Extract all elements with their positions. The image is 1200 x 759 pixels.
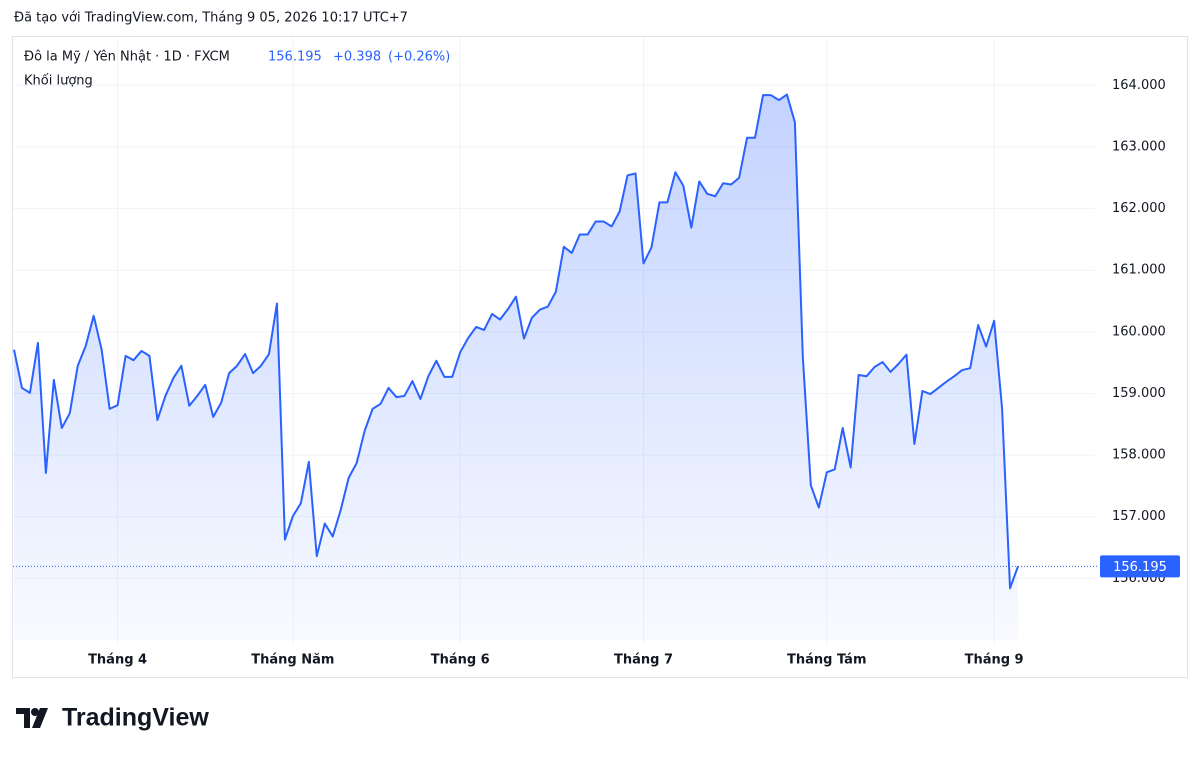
y-tick-label: 159.000	[1112, 386, 1166, 401]
x-tick-label: Tháng Năm	[251, 653, 334, 668]
y-tick-label: 164.000	[1112, 78, 1166, 93]
y-tick-label: 157.000	[1112, 509, 1166, 524]
logo-mark	[31, 708, 39, 716]
x-tick-label: Tháng 7	[614, 653, 673, 668]
area-fill	[14, 94, 1018, 641]
last-price-badge-label: 156.195	[1113, 560, 1167, 575]
x-tick-label: Tháng Tám	[787, 653, 867, 668]
change-percent: (+0.26%)	[388, 50, 450, 65]
last-price: 156.195	[268, 50, 322, 65]
y-tick-label: 162.000	[1112, 201, 1166, 216]
y-tick-label: 161.000	[1112, 263, 1166, 278]
caption: Đã tạo với TradingView.com, Tháng 9 05, …	[14, 11, 408, 26]
y-tick-label: 158.000	[1112, 448, 1166, 463]
change: +0.398	[333, 50, 381, 65]
x-tick-label: Tháng 4	[88, 653, 147, 668]
chart-frame	[12, 36, 1188, 678]
y-tick-label: 160.000	[1112, 324, 1166, 339]
brand: TradingView	[62, 704, 209, 732]
x-tick-label: Tháng 6	[431, 653, 490, 668]
price-line	[13, 93, 1019, 590]
logo-mark	[16, 708, 30, 728]
logo-mark	[32, 708, 48, 728]
y-tick-label: 163.000	[1112, 139, 1166, 154]
volume-label: Khối lượng	[24, 74, 93, 89]
brand-logo	[16, 708, 48, 728]
last-price-badge	[1100, 555, 1180, 578]
symbol: Đô la Mỹ / Yên Nhật · 1D · FXCM	[24, 50, 230, 65]
x-tick-label: Tháng 9	[965, 653, 1024, 668]
